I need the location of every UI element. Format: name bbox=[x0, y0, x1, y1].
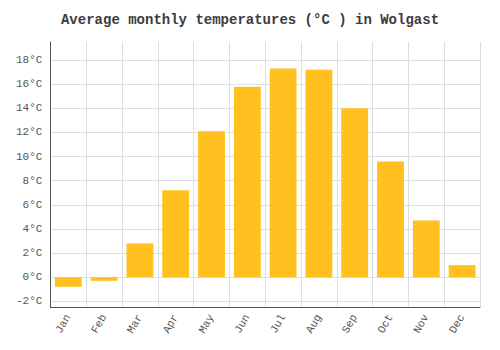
svg-text:Average monthly temperatures (: Average monthly temperatures (°C ) in Wo… bbox=[61, 12, 439, 28]
svg-text:Aug: Aug bbox=[304, 312, 324, 335]
svg-text:16°C: 16°C bbox=[16, 78, 43, 90]
svg-text:-2°C: -2°C bbox=[16, 295, 43, 307]
svg-text:Feb: Feb bbox=[89, 312, 109, 335]
svg-text:14°C: 14°C bbox=[16, 102, 43, 114]
svg-text:Dec: Dec bbox=[447, 312, 467, 335]
svg-text:2°C: 2°C bbox=[23, 247, 43, 259]
svg-text:Nov: Nov bbox=[411, 312, 431, 335]
svg-text:12°C: 12°C bbox=[16, 126, 43, 138]
svg-text:Sep: Sep bbox=[340, 312, 360, 335]
svg-text:4°C: 4°C bbox=[23, 223, 43, 235]
svg-text:Jan: Jan bbox=[53, 312, 73, 335]
svg-text:Apr: Apr bbox=[161, 312, 181, 335]
svg-text:Jun: Jun bbox=[232, 312, 252, 335]
svg-text:May: May bbox=[196, 312, 216, 335]
svg-text:Mar: Mar bbox=[125, 312, 145, 335]
svg-text:6°C: 6°C bbox=[23, 199, 43, 211]
svg-text:10°C: 10°C bbox=[16, 151, 43, 163]
svg-text:0°C: 0°C bbox=[23, 271, 43, 283]
svg-text:Oct: Oct bbox=[375, 312, 395, 335]
svg-text:18°C: 18°C bbox=[16, 54, 43, 66]
svg-text:8°C: 8°C bbox=[23, 175, 43, 187]
svg-text:Jul: Jul bbox=[268, 312, 288, 335]
